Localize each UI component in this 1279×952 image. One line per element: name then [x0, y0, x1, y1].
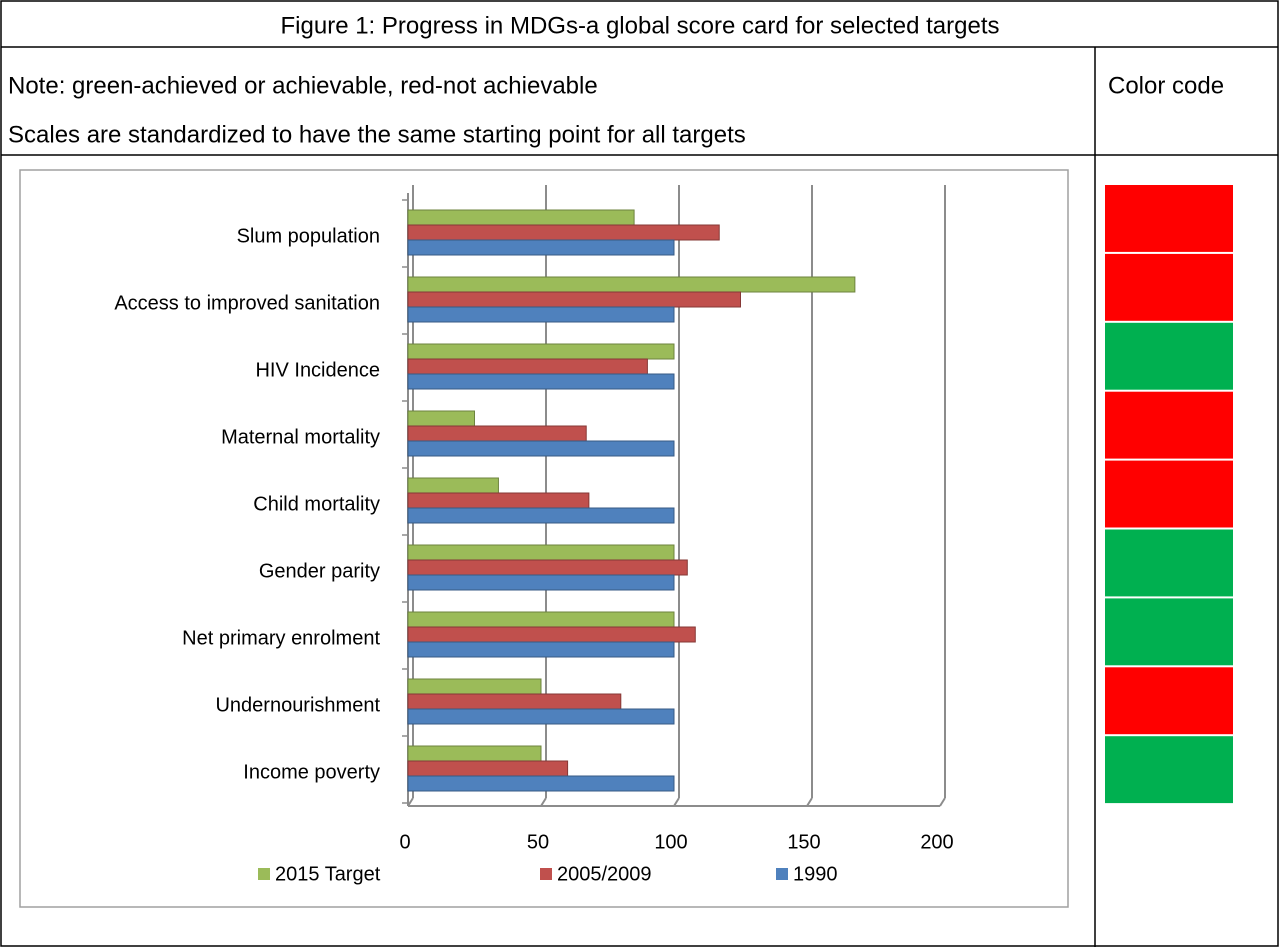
bar — [407, 492, 590, 509]
note-line: Note: green-achieved or achievable, red-… — [8, 72, 598, 99]
bar — [407, 410, 475, 427]
bar — [407, 626, 696, 643]
floor-line — [673, 797, 680, 807]
bar — [407, 291, 741, 308]
bar — [407, 224, 720, 241]
legend-swatch — [540, 868, 552, 880]
y-tick-label: Undernourishment — [215, 694, 380, 716]
bar — [407, 641, 675, 658]
bar — [407, 678, 542, 695]
color-code-box — [1105, 667, 1233, 735]
color-code-box — [1105, 736, 1233, 804]
x-tick-label: 150 — [787, 831, 820, 853]
floor-line — [806, 797, 813, 807]
figure-title: Figure 1: Progress in MDGs-a global scor… — [281, 12, 1000, 39]
x-tick-label: 100 — [654, 831, 687, 853]
color-code-box — [1105, 253, 1233, 321]
y-tick-label: HIV Incidence — [255, 359, 380, 381]
floor-line — [540, 797, 547, 807]
bar — [407, 477, 499, 494]
bar — [407, 760, 569, 777]
color-code-box — [1105, 529, 1233, 597]
legend-swatch — [776, 868, 788, 880]
y-tick-label: Slum population — [237, 225, 380, 247]
bar — [407, 775, 675, 792]
bar — [407, 611, 675, 628]
legend-swatch — [258, 868, 270, 880]
bar — [407, 373, 675, 390]
bar — [407, 425, 587, 442]
floor-line — [939, 797, 946, 807]
bar — [407, 559, 688, 576]
note-line: Scales are standardized to have the same… — [8, 121, 746, 148]
bar — [407, 276, 856, 293]
color-code-box — [1105, 185, 1233, 252]
bar — [407, 209, 635, 226]
bar — [407, 507, 675, 524]
legend-label: 1990 — [793, 863, 838, 885]
bar — [407, 306, 675, 323]
bar — [407, 708, 675, 725]
y-tick-label: Net primary enrolment — [182, 627, 380, 649]
bar — [407, 544, 675, 561]
bar — [407, 239, 675, 256]
x-tick-label: 50 — [527, 831, 549, 853]
bar — [407, 358, 648, 375]
legend-label: 2015 Target — [275, 863, 381, 885]
bar — [407, 440, 675, 457]
x-tick-label: 0 — [399, 831, 410, 853]
legend-label: 2005/2009 — [557, 863, 652, 885]
color-code-box — [1105, 460, 1233, 528]
bar — [407, 574, 675, 591]
bar — [407, 693, 622, 710]
color-code-box — [1105, 598, 1233, 666]
y-tick-label: Access to improved sanitation — [114, 292, 380, 314]
x-tick-label: 200 — [920, 831, 953, 853]
color-code-box — [1105, 322, 1233, 390]
y-tick-label: Gender parity — [259, 560, 380, 582]
y-tick-label: Income poverty — [243, 761, 380, 783]
color-code-box — [1105, 391, 1233, 459]
y-tick-label: Maternal mortality — [221, 426, 380, 448]
bar — [407, 343, 675, 360]
color-code-header: Color code — [1108, 72, 1224, 99]
y-tick-label: Child mortality — [253, 493, 380, 515]
bar — [407, 745, 542, 762]
